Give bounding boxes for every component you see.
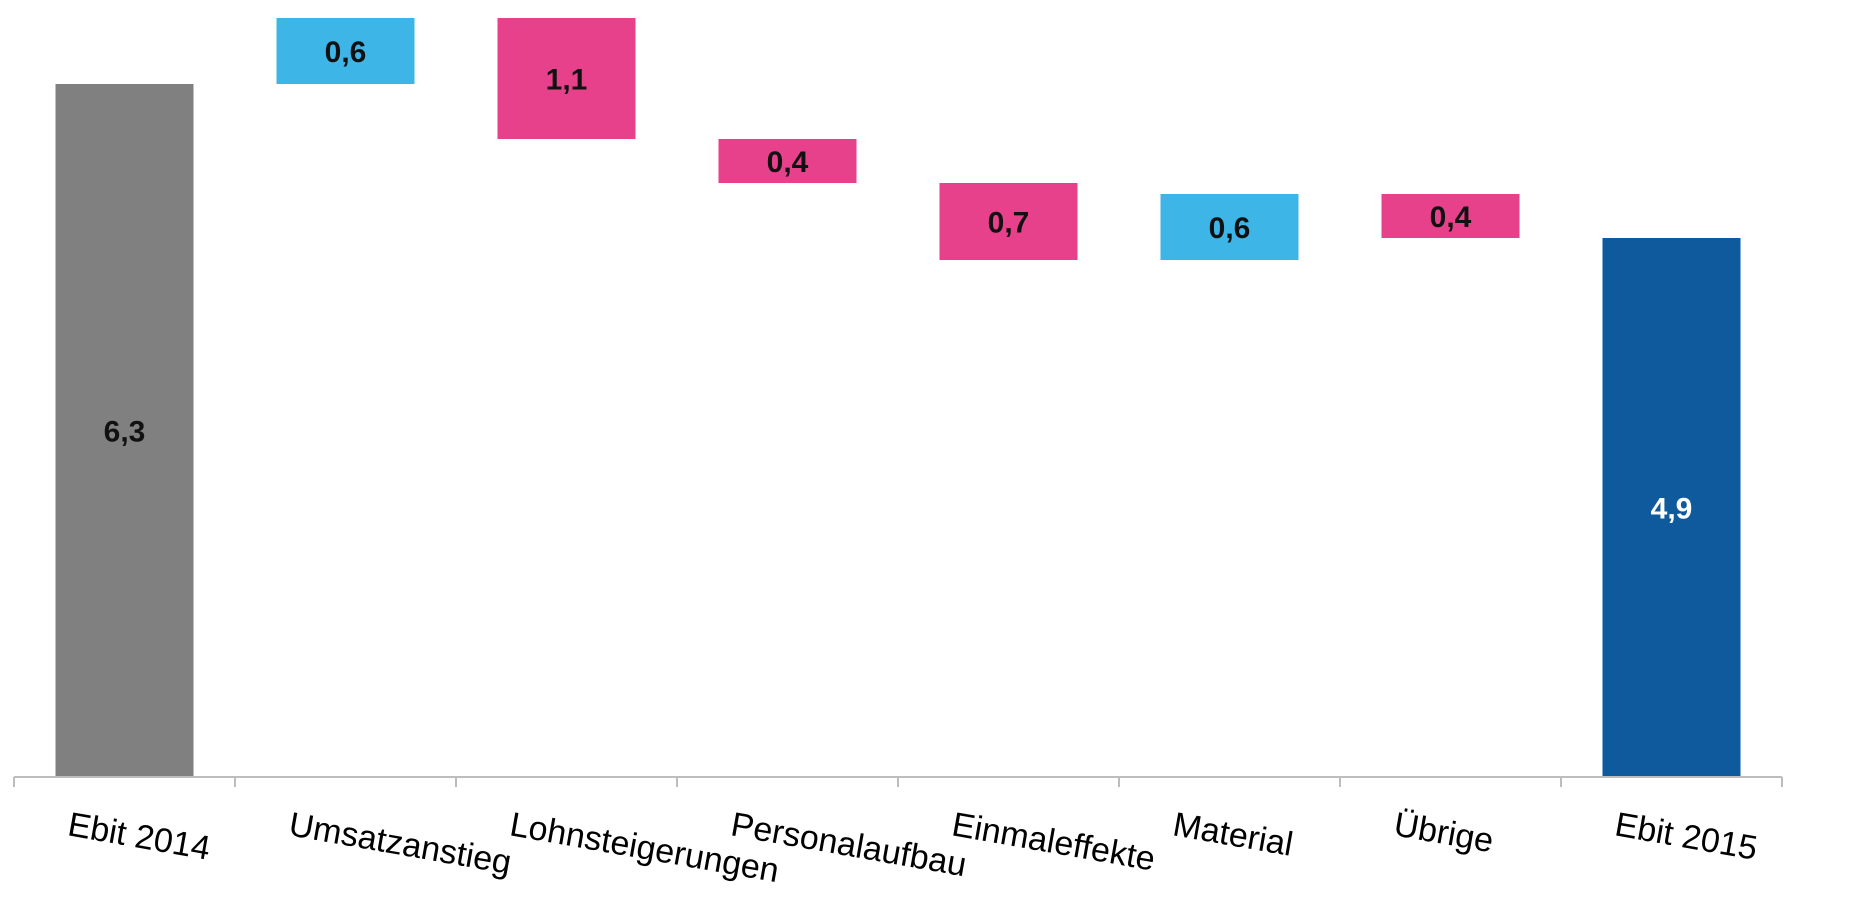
- value-label-einmaleffekte: 0,7: [988, 207, 1030, 240]
- category-label-einmaleffekte: Einmaleffekte: [949, 805, 1158, 878]
- value-label-lohnsteigerungen: 1,1: [546, 64, 588, 97]
- category-label-ebit-2014: Ebit 2014: [65, 805, 213, 867]
- category-label-material: Material: [1170, 805, 1296, 863]
- value-label-personalaufbau: 0,4: [767, 146, 809, 179]
- value-label-ebit-2015: 4,9: [1651, 493, 1693, 526]
- bar-personalaufbau: [718, 139, 857, 183]
- category-label-ebit-2015: Ebit 2015: [1612, 805, 1760, 867]
- bar-einmaleffekte: [939, 183, 1078, 260]
- x-axis: [13, 776, 1783, 787]
- value-label-uebrige: 0,4: [1430, 201, 1472, 234]
- value-labels-layer: 6,3 0,6 1,1 0,4 0,7 0,6 0,4 4,9: [104, 36, 1693, 526]
- bar-material: [1160, 194, 1299, 260]
- bar-ebit-2015: [1602, 238, 1741, 777]
- value-label-material: 0,6: [1209, 212, 1251, 245]
- bar-ebit-2014: [55, 84, 194, 777]
- category-label-umsatzanstieg: Umsatzanstieg: [286, 805, 514, 881]
- bar-umsatzanstieg: [276, 18, 415, 84]
- category-labels-layer: Ebit 2014 UmsatzanstiegLohnsteigerungenPe…: [65, 805, 1760, 890]
- category-label-uebrige: Übrige: [1391, 805, 1496, 860]
- bar-lohnsteigerungen: [497, 18, 636, 139]
- bars-layer: [55, 18, 1741, 777]
- value-label-umsatzanstieg: 0,6: [325, 36, 367, 69]
- value-label-ebit-2014: 6,3: [104, 416, 146, 449]
- bar-uebrige: [1381, 194, 1520, 238]
